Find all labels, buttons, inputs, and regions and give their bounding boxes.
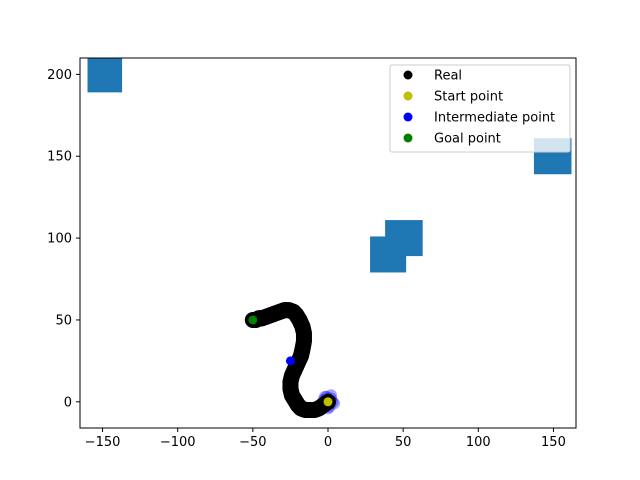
y-tick-label: 200 <box>47 68 72 83</box>
legend-item-start-point-label: Start point <box>434 90 503 105</box>
obstacle-2 <box>385 220 423 257</box>
legend-item-intermediate-point-swatch <box>403 112 413 122</box>
legend: Real Start point Intermediate point Goal po… <box>389 64 571 153</box>
x-tick-label: 150 <box>541 435 566 450</box>
x-tick-label: −150 <box>85 435 121 450</box>
y-tick-label: 150 <box>47 150 72 165</box>
legend-frame <box>389 64 571 153</box>
intermediate-point-marker <box>285 356 295 366</box>
goal-point-marker <box>248 315 258 325</box>
y-tick-label: 50 <box>55 313 72 328</box>
start-point-marker <box>323 397 333 407</box>
legend-item-start-point-swatch <box>403 91 413 101</box>
x-tick-label: 50 <box>395 435 412 450</box>
x-tick-label: −100 <box>160 435 196 450</box>
legend-item-intermediate-point-label: Intermediate point <box>434 111 555 126</box>
legend-item-goal-point-swatch <box>403 133 413 143</box>
obstacle-0 <box>87 58 123 93</box>
y-tick-label: 0 <box>64 395 72 410</box>
legend-item-goal-point-label: Goal point <box>434 132 501 147</box>
x-tick-label: 100 <box>466 435 491 450</box>
y-tick-label: 100 <box>47 232 72 247</box>
legend-item-real-swatch <box>403 70 413 80</box>
x-tick-label: 0 <box>324 435 332 450</box>
x-tick-label: −50 <box>239 435 266 450</box>
legend-item-real-label: Real <box>434 69 462 84</box>
